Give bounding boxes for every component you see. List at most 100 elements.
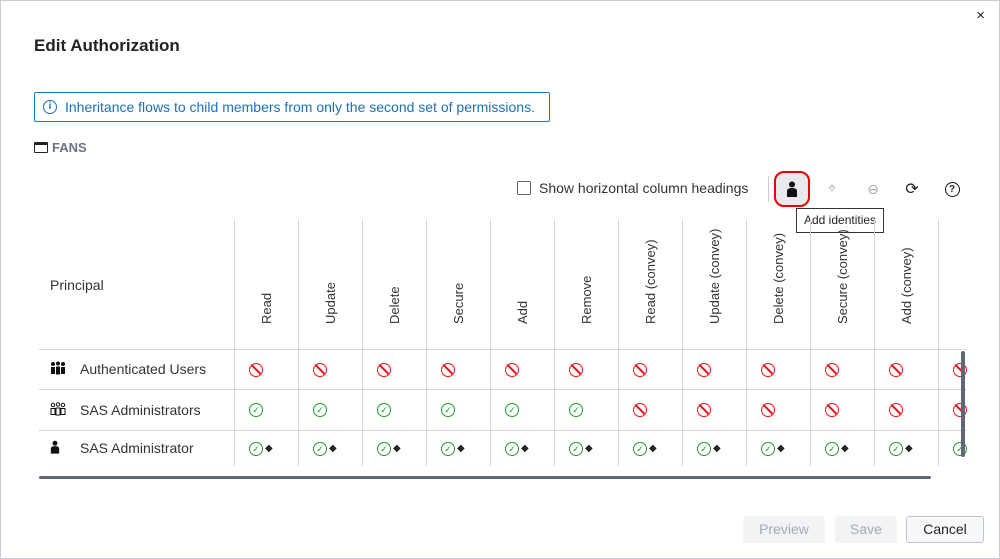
principal-name: Authenticated Users — [80, 361, 207, 377]
show-horizontal-headings-checkbox[interactable]: Show horizontal column headings — [517, 180, 748, 196]
permission-cell[interactable] — [234, 350, 298, 389]
permission-cell[interactable]: ✓ ◆ — [810, 431, 874, 466]
deny-icon — [825, 403, 839, 417]
vertical-scrollbar[interactable] — [961, 351, 965, 457]
permission-cell[interactable]: ✓ ◆ — [234, 431, 298, 466]
deny-icon — [761, 403, 775, 417]
deny-icon — [249, 362, 263, 377]
folder-icon — [34, 142, 48, 153]
custom-group-icon — [50, 401, 66, 419]
column-header-label: Secure (convey) — [834, 229, 850, 324]
column-header-label: Add — [514, 300, 530, 324]
grant-icon: ✓ — [249, 403, 263, 417]
permission-cell[interactable]: ✓ ◆ — [618, 431, 682, 466]
permission-cell[interactable]: ✓ — [234, 390, 298, 430]
grant-icon: ✓ — [441, 441, 455, 456]
direct-rule-diamond-icon: ◆ — [265, 443, 273, 454]
deny-icon — [505, 362, 519, 377]
close-icon[interactable]: × — [976, 7, 985, 24]
add-identities-button[interactable] — [774, 171, 810, 207]
checkbox[interactable] — [517, 181, 531, 195]
permission-cell[interactable]: ✓ — [362, 390, 426, 430]
grant-icon: ✓ — [441, 403, 455, 417]
grant-icon: ✓ — [505, 403, 519, 417]
permission-cell[interactable] — [938, 350, 967, 389]
permission-cell[interactable] — [746, 350, 810, 389]
permission-cell[interactable] — [490, 350, 554, 389]
permission-cell[interactable] — [938, 390, 967, 430]
column-header: Secure — [426, 219, 490, 349]
save-button[interactable]: Save — [835, 516, 897, 543]
permission-cell[interactable] — [682, 390, 746, 430]
direct-rule-diamond-icon: ◆ — [457, 443, 465, 454]
folder-name: FANS — [52, 140, 87, 155]
permission-cell[interactable]: ✓ — [490, 390, 554, 430]
toolbar-divider — [768, 176, 769, 202]
permission-cell[interactable]: ✓ — [298, 390, 362, 430]
cancel-button[interactable]: Cancel — [906, 516, 984, 543]
permission-cell[interactable] — [746, 390, 810, 430]
permission-cell[interactable]: ✓ ◆ — [362, 431, 426, 466]
permission-cell[interactable] — [810, 390, 874, 430]
permission-cell[interactable] — [874, 390, 938, 430]
grant-icon: ✓ — [569, 403, 583, 417]
permission-cell[interactable] — [298, 350, 362, 389]
permission-cell[interactable]: ✓ — [938, 431, 967, 466]
column-header-label: Read (convey) — [642, 239, 658, 324]
remove-icon[interactable]: ⊖ — [867, 180, 879, 197]
principal-name: SAS Administrator — [80, 440, 194, 456]
permission-cell[interactable]: ✓ ◆ — [490, 431, 554, 466]
permission-cell[interactable] — [618, 390, 682, 430]
permission-cell[interactable] — [618, 350, 682, 389]
grant-icon: ✓ — [953, 441, 967, 456]
deny-icon — [761, 362, 775, 377]
grant-icon: ✓ — [313, 403, 327, 417]
help-icon[interactable]: ? — [936, 173, 968, 205]
column-header: Add (convey) — [874, 219, 938, 349]
permission-cell[interactable]: ✓ — [426, 390, 490, 430]
column-header — [938, 219, 967, 349]
grant-icon: ✓ — [761, 441, 775, 456]
deny-icon — [889, 362, 903, 377]
permission-cell[interactable] — [554, 350, 618, 389]
permission-cell[interactable]: ✓ ◆ — [298, 431, 362, 466]
permission-cell[interactable]: ✓ ◆ — [746, 431, 810, 466]
info-banner: i Inheritance flows to child members fro… — [34, 92, 550, 122]
table-row[interactable]: Authenticated Users — [39, 349, 967, 389]
permission-cell[interactable]: ✓ — [554, 390, 618, 430]
deny-icon — [377, 362, 391, 377]
permission-cell[interactable]: ✓ ◆ — [874, 431, 938, 466]
deny-icon — [633, 362, 647, 377]
permission-cell[interactable]: ✓ ◆ — [426, 431, 490, 466]
permission-cell[interactable] — [426, 350, 490, 389]
table-row[interactable]: SAS Administrator ✓ ◆ ✓ ◆ ✓ ◆ ✓ ◆ ✓ ◆ ✓ ◆ ✓ ◆ ✓ ◆ ✓ ◆ ✓ ◆ ✓ ◆ ✓ — [39, 430, 967, 466]
grant-icon: ✓ — [249, 441, 263, 456]
permission-cell[interactable]: ✓ ◆ — [682, 431, 746, 466]
permission-cell[interactable] — [810, 350, 874, 389]
grant-icon: ✓ — [377, 441, 391, 456]
direct-rule-diamond-icon: ◆ — [329, 443, 337, 454]
grant-icon: ✓ — [569, 441, 583, 456]
column-header-label: Delete (convey) — [770, 232, 786, 324]
permission-cell[interactable] — [874, 350, 938, 389]
grant-icon: ✓ — [889, 441, 903, 456]
column-header: Remove — [554, 219, 618, 349]
table-row[interactable]: SAS Administrators ✓ ✓ ✓ ✓ ✓ ✓ — [39, 389, 967, 430]
deny-icon — [569, 362, 583, 377]
permission-cell[interactable]: ✓ ◆ — [554, 431, 618, 466]
refresh-icon[interactable]: ⟳ — [905, 181, 919, 198]
permission-cell[interactable] — [362, 350, 426, 389]
column-header: Update (convey) — [682, 219, 746, 349]
deny-icon — [697, 403, 711, 417]
add-permissions-icon[interactable]: ⌖ — [827, 180, 837, 197]
deny-icon — [313, 362, 327, 377]
preview-button[interactable]: Preview — [743, 516, 825, 543]
permission-cell[interactable] — [682, 350, 746, 389]
principal-name: SAS Administrators — [80, 401, 201, 418]
deny-icon — [697, 362, 711, 377]
user-icon — [787, 181, 797, 197]
horizontal-scrollbar[interactable] — [39, 476, 931, 479]
direct-rule-diamond-icon: ◆ — [777, 443, 785, 454]
direct-rule-diamond-icon: ◆ — [585, 443, 593, 454]
